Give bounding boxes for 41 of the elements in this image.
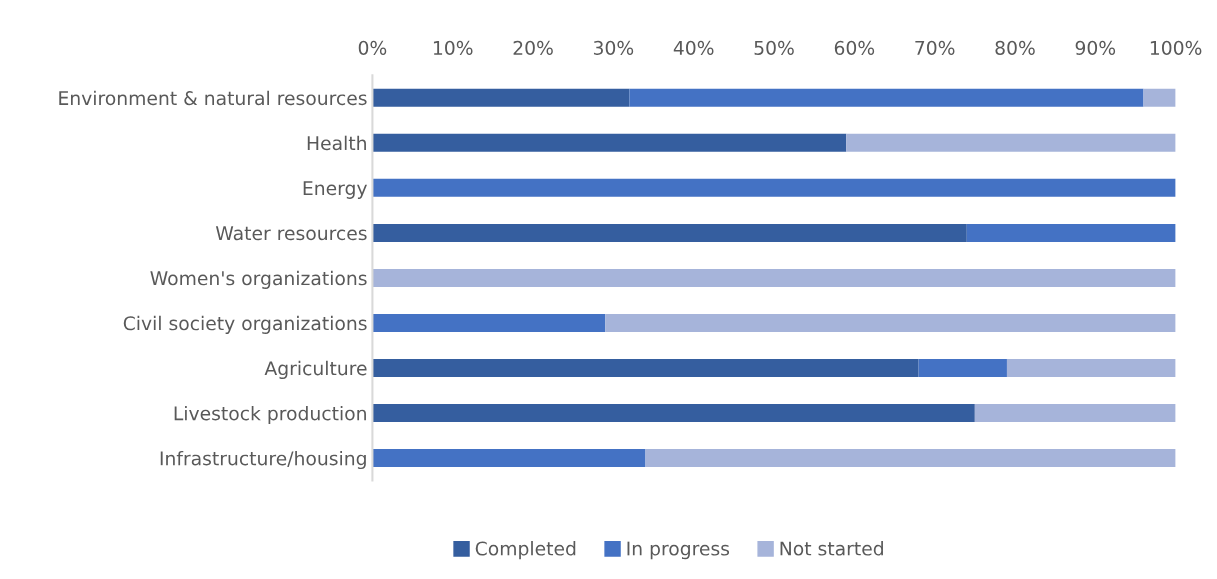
legend-label: Not started xyxy=(780,541,883,556)
bar xyxy=(974,404,1176,423)
x-tick-label: 70% xyxy=(915,40,955,55)
bar xyxy=(629,88,1144,107)
x-tick-label: 10% xyxy=(433,40,473,55)
y-tick-label: Women's organizations xyxy=(150,270,367,289)
bar xyxy=(372,404,975,423)
bar xyxy=(846,133,1176,152)
x-tick-label: 20% xyxy=(513,40,553,55)
bar xyxy=(372,88,630,107)
x-tick-label: 80% xyxy=(995,40,1035,55)
bar xyxy=(645,449,1176,468)
bar xyxy=(372,133,847,152)
bar xyxy=(372,178,1176,197)
bar xyxy=(605,313,1176,332)
x-tick-label: 50% xyxy=(754,40,794,55)
x-tick-label: 100% xyxy=(1150,40,1202,55)
y-tick-label: Energy xyxy=(303,181,367,199)
bar xyxy=(372,223,967,242)
x-tick-label: 0% xyxy=(358,40,387,55)
y-tick-label: Civil society organizations xyxy=(123,315,367,334)
x-tick-label: 30% xyxy=(593,40,634,55)
bar xyxy=(1006,358,1176,377)
bar xyxy=(372,449,646,468)
bar xyxy=(372,268,1176,287)
y-tick-label: Livestock production xyxy=(174,405,366,425)
x-tick-label: 60% xyxy=(834,40,875,55)
legend-label: Completed xyxy=(475,541,576,560)
y-tick-label: Environment & natural resources xyxy=(59,90,367,106)
legend-label: In progress xyxy=(627,541,730,560)
x-tick-label: 90% xyxy=(1075,40,1116,55)
bar xyxy=(1143,88,1176,107)
bar xyxy=(372,358,919,377)
bar xyxy=(918,358,1007,377)
y-tick-label: Health xyxy=(307,135,366,151)
x-tick-label: 40% xyxy=(673,40,714,55)
bar xyxy=(372,313,606,332)
y-tick-label: Agriculture xyxy=(264,360,367,380)
bar xyxy=(966,223,1176,242)
y-tick-label: Infrastructure/housing xyxy=(160,450,366,470)
y-tick-label: Water resources xyxy=(215,226,367,241)
